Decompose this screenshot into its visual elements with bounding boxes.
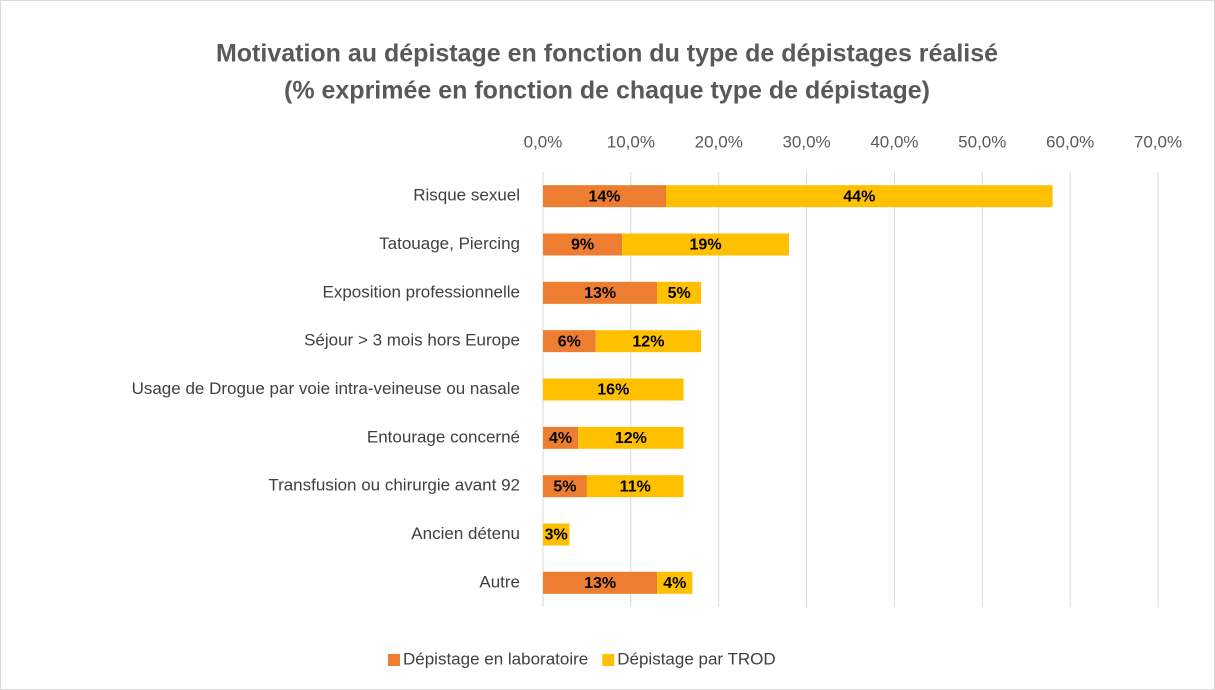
- category-label: Autre: [479, 572, 520, 591]
- category-label: Tatouage, Piercing: [379, 234, 520, 253]
- bar-segment: [543, 378, 684, 401]
- x-tick-label: 70,0%: [1134, 132, 1182, 151]
- category-label: Risque sexuel: [413, 186, 520, 205]
- legend-label: Dépistage par TROD: [617, 649, 775, 668]
- legend-swatch: [602, 654, 615, 666]
- x-tick-label: 20,0%: [695, 132, 743, 151]
- bar-segment: [543, 185, 666, 208]
- x-tick-label: 0,0%: [524, 132, 563, 151]
- value-label: 4%: [663, 575, 686, 592]
- category-label: Séjour > 3 mois hors Europe: [304, 331, 520, 350]
- value-label: 12%: [615, 430, 647, 447]
- value-label: 13%: [584, 575, 616, 592]
- value-label: 6%: [558, 333, 581, 350]
- x-tick-label: 30,0%: [782, 132, 830, 151]
- bar-segment: [657, 281, 702, 304]
- value-label: 12%: [632, 333, 664, 350]
- bar-segment: [578, 426, 684, 449]
- bar-segment: [622, 233, 789, 256]
- value-label: 16%: [597, 382, 629, 399]
- category-label: Transfusion ou chirurgie avant 92: [268, 476, 520, 495]
- category-label: Ancien détenu: [411, 524, 520, 543]
- x-tick-label: 40,0%: [870, 132, 918, 151]
- value-label: 11%: [620, 478, 651, 495]
- chart-title: Motivation au dépistage en fonction du t…: [216, 40, 998, 68]
- bar-segment: [543, 281, 658, 304]
- bar-segment: [543, 475, 587, 498]
- x-tick-label: 10,0%: [607, 132, 655, 151]
- value-label: 9%: [571, 237, 594, 254]
- value-label: 44%: [843, 188, 875, 205]
- bar-segment: [543, 233, 623, 256]
- category-label: Usage de Drogue par voie intra-veineuse …: [132, 379, 520, 398]
- value-label: 13%: [584, 285, 616, 302]
- value-label: 3%: [545, 527, 568, 544]
- value-label: 14%: [588, 188, 620, 205]
- value-label: 5%: [668, 285, 691, 302]
- value-label: 19%: [690, 237, 722, 254]
- bar-segment: [543, 426, 579, 449]
- category-label: Exposition professionnelle: [322, 282, 520, 301]
- bar-segment: [543, 571, 658, 594]
- bar-segment: [657, 571, 693, 594]
- category-label: Entourage concerné: [367, 427, 520, 446]
- bar-segment: [543, 523, 570, 546]
- chart-subtitle: (% exprimée en fonction de chaque type d…: [284, 77, 930, 105]
- legend-swatch: [388, 654, 400, 666]
- legend-label: Dépistage en laboratoire: [403, 649, 588, 668]
- bar-segment: [595, 330, 702, 353]
- bar-segment: [586, 475, 684, 498]
- value-label: 5%: [553, 478, 576, 495]
- value-label: 4%: [549, 430, 572, 447]
- x-tick-label: 50,0%: [958, 132, 1006, 151]
- bar-segment: [666, 185, 1053, 208]
- bar-segment: [543, 330, 596, 353]
- x-tick-label: 60,0%: [1046, 132, 1094, 151]
